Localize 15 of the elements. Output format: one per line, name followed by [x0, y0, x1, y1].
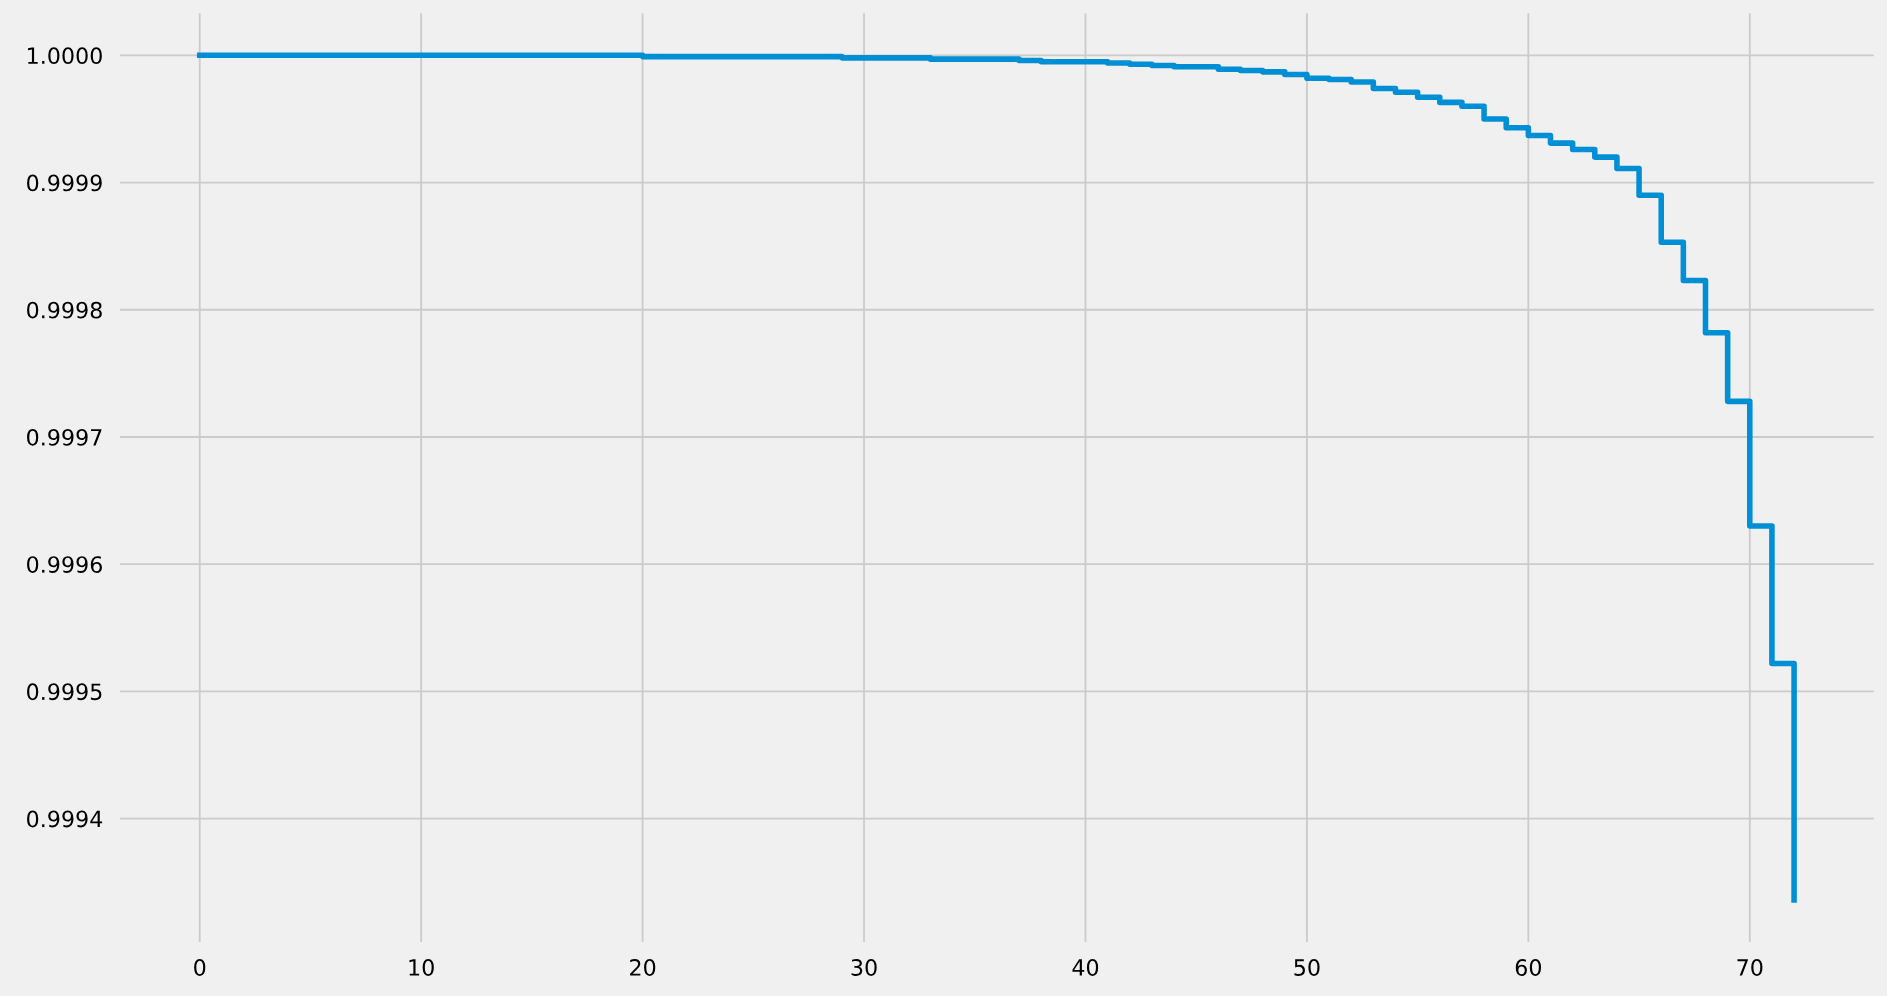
x-tick-label: 0 — [194, 959, 206, 976]
x-tick-label: 70 — [1737, 959, 1763, 976]
y-tick-label: 0.9998 — [27, 301, 102, 319]
x-tick-label: 40 — [1072, 959, 1099, 976]
y-tick-label: 0.9994 — [27, 810, 103, 828]
x-tick-label: 60 — [1515, 959, 1542, 976]
y-tick-label: 1.0000 — [28, 47, 102, 65]
y-tick-label: 0.9997 — [27, 428, 102, 446]
y-tick-label: 0.9995 — [27, 683, 102, 701]
x-tick-label: 30 — [851, 959, 877, 976]
y-tick-label: 0.9996 — [27, 556, 102, 573]
y-tick-label: 0.9999 — [27, 174, 102, 192]
x-tick-label: 50 — [1294, 959, 1320, 976]
x-tick-label: 10 — [409, 959, 434, 976]
x-tick-label: 20 — [630, 959, 656, 976]
